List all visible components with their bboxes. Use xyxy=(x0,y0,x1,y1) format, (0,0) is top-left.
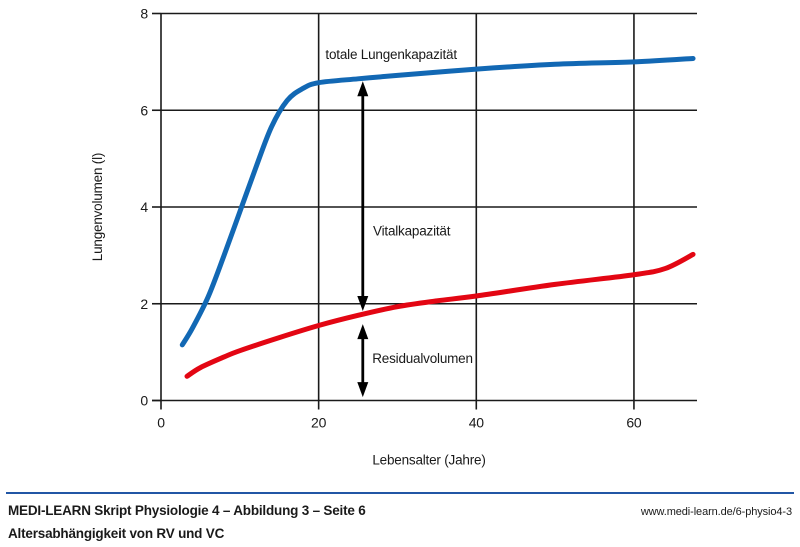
vc-label: Vitalkapazität xyxy=(373,224,451,239)
footer-title: MEDI-LEARN Skript Physiologie 4 – Abbild… xyxy=(8,503,366,518)
tlc-label: totale Lungenkapazität xyxy=(325,47,457,62)
footer-row: MEDI-LEARN Skript Physiologie 4 – Abbild… xyxy=(8,503,792,518)
x-axis-title: Lebensalter (Jahre) xyxy=(372,453,485,468)
series-curve-tlc xyxy=(179,55,696,348)
y-tick-label-4: 4 xyxy=(140,199,148,215)
footer-url: www.medi-learn.de/6-physio4-3 xyxy=(640,506,792,518)
footer-subtitle: Altersabhängigkeit von RV und VC xyxy=(8,526,225,541)
footer: MEDI-LEARN Skript Physiologie 4 – Abbild… xyxy=(6,492,794,541)
residualvolumen-arrow-head-up xyxy=(357,324,369,340)
y-tick-label-2: 2 xyxy=(140,296,148,312)
y-axis-title: Lungenvolumen (l) xyxy=(90,153,105,261)
grid-lines xyxy=(161,12,697,410)
series-curve-rv xyxy=(184,251,696,379)
chart-area: 0 2 4 6 8 0 20 40 60 Lebensalter (Jahre) Lungenvol… xyxy=(90,6,697,468)
x-tick-label-20: 20 xyxy=(311,415,327,431)
y-tick-label-0: 0 xyxy=(140,393,148,409)
x-tick-label-60: 60 xyxy=(626,415,642,431)
residualvolumen-arrow xyxy=(357,324,369,398)
axes xyxy=(152,12,697,410)
tick-labels: 0 2 4 6 8 0 20 40 60 xyxy=(140,6,642,431)
x-tick-label-0: 0 xyxy=(157,415,165,431)
vitalkapazitaet-arrow-head-down xyxy=(357,296,369,312)
y-tick-label-8: 8 xyxy=(140,6,148,22)
chart-canvas: 0 2 4 6 8 0 20 40 60 Lebensalter (Jahre) Lungenvol… xyxy=(90,6,697,468)
residualvolumen-arrow-head-down xyxy=(357,382,369,398)
y-tick-label-6: 6 xyxy=(140,102,148,118)
vitalkapazitaet-arrow xyxy=(357,81,369,312)
vitalkapazitaet-arrow-head-up xyxy=(357,81,369,97)
rv-label: Residualvolumen xyxy=(372,351,473,366)
x-tick-label-40: 40 xyxy=(469,415,485,431)
